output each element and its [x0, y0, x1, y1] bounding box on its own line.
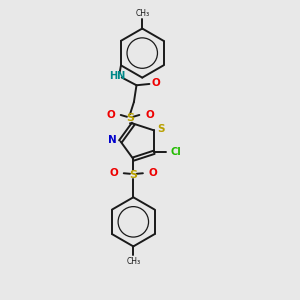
Text: HN: HN: [109, 71, 125, 81]
Text: S: S: [126, 113, 134, 123]
Text: O: O: [106, 110, 115, 120]
Text: Cl: Cl: [170, 147, 181, 157]
Text: CH₃: CH₃: [135, 9, 149, 18]
Text: O: O: [149, 168, 158, 178]
Text: O: O: [109, 168, 118, 178]
Text: S: S: [158, 124, 165, 134]
Text: N: N: [108, 135, 117, 145]
Text: O: O: [152, 78, 161, 88]
Text: S: S: [129, 169, 137, 179]
Text: O: O: [145, 110, 154, 120]
Text: CH₃: CH₃: [126, 257, 140, 266]
